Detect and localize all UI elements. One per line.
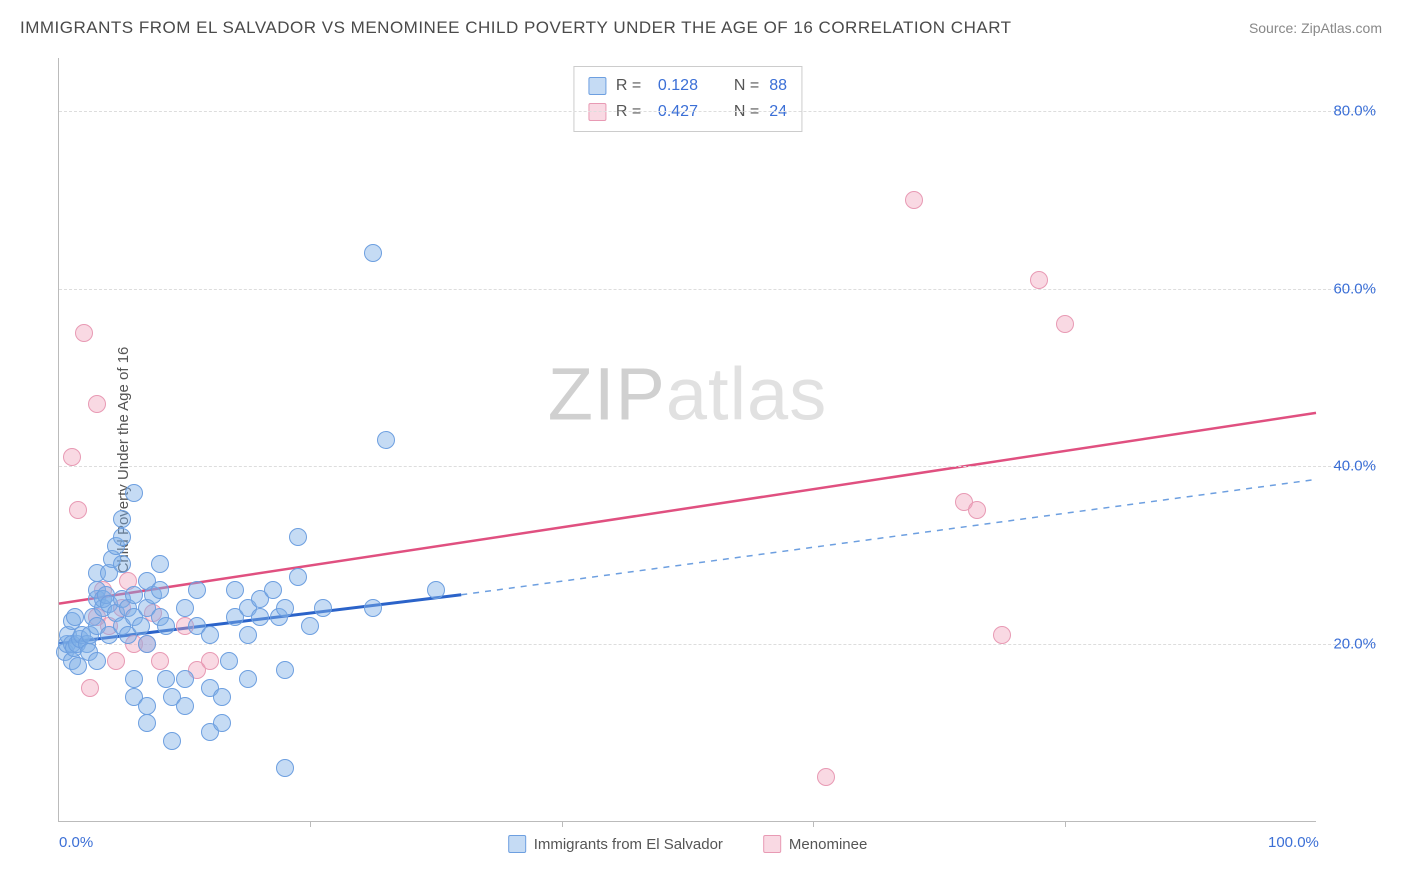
data-point: [251, 608, 269, 626]
data-point: [220, 652, 238, 670]
r-value-series1: 0.128: [658, 73, 712, 99]
x-tick-label: 100.0%: [1268, 834, 1319, 851]
x-tick-mark: [310, 821, 311, 827]
data-point: [113, 555, 131, 573]
data-point: [264, 581, 282, 599]
data-point: [364, 244, 382, 262]
legend-item-series1: Immigrants from El Salvador: [508, 835, 723, 853]
data-point: [69, 501, 87, 519]
data-point: [201, 626, 219, 644]
chart-title: IMMIGRANTS FROM EL SALVADOR VS MENOMINEE…: [20, 18, 1012, 38]
data-point: [301, 617, 319, 635]
data-point: [201, 652, 219, 670]
data-point: [213, 688, 231, 706]
watermark-atlas: atlas: [666, 352, 827, 435]
trend-lines: [59, 58, 1316, 821]
n-label: N =: [734, 73, 759, 99]
data-point: [276, 661, 294, 679]
data-point: [125, 484, 143, 502]
x-tick-mark: [562, 821, 563, 827]
y-tick-label: 40.0%: [1333, 458, 1376, 475]
data-point: [75, 324, 93, 342]
data-point: [276, 599, 294, 617]
data-point: [163, 732, 181, 750]
legend-label-series1: Immigrants from El Salvador: [534, 836, 723, 853]
data-point: [905, 191, 923, 209]
stats-row-series1: R = 0.128 N = 88: [588, 73, 787, 99]
data-point: [157, 617, 175, 635]
swatch-series1: [588, 77, 606, 95]
grid-line: [59, 111, 1376, 112]
x-tick-mark: [813, 821, 814, 827]
stats-legend-box: R = 0.128 N = 88 R = 0.427 N = 24: [573, 66, 802, 132]
data-point: [107, 652, 125, 670]
data-point: [138, 714, 156, 732]
data-point: [81, 679, 99, 697]
data-point: [88, 652, 106, 670]
data-point: [176, 697, 194, 715]
data-point: [132, 617, 150, 635]
data-point: [88, 395, 106, 413]
data-point: [239, 626, 257, 644]
data-point: [176, 599, 194, 617]
legend-label-series2: Menominee: [789, 836, 867, 853]
watermark: ZIPatlas: [548, 351, 827, 436]
grid-line: [59, 466, 1376, 467]
y-tick-label: 60.0%: [1333, 280, 1376, 297]
data-point: [157, 670, 175, 688]
data-point: [226, 581, 244, 599]
data-point: [993, 626, 1011, 644]
data-point: [138, 635, 156, 653]
data-point: [239, 670, 257, 688]
legend-item-series2: Menominee: [763, 835, 867, 853]
data-point: [427, 581, 445, 599]
data-point: [314, 599, 332, 617]
plot-area: ZIPatlas R = 0.128 N = 88 R = 0.427 N = …: [58, 58, 1316, 822]
data-point: [66, 608, 84, 626]
data-point: [151, 581, 169, 599]
data-point: [113, 528, 131, 546]
x-tick-label: 0.0%: [59, 834, 93, 851]
data-point: [1030, 271, 1048, 289]
data-point: [176, 670, 194, 688]
data-point: [63, 448, 81, 466]
n-value-series1: 88: [769, 73, 787, 99]
source-label: Source: ZipAtlas.com: [1249, 20, 1382, 36]
y-tick-label: 80.0%: [1333, 103, 1376, 120]
data-point: [151, 555, 169, 573]
data-point: [968, 501, 986, 519]
swatch-series1: [508, 835, 526, 853]
data-point: [1056, 315, 1074, 333]
data-point: [289, 568, 307, 586]
chart-container: Child Poverty Under the Age of 16 ZIPatl…: [20, 50, 1386, 870]
r-label: R =: [616, 73, 648, 99]
bottom-legend: Immigrants from El Salvador Menominee: [508, 835, 868, 853]
data-point: [817, 768, 835, 786]
data-point: [364, 599, 382, 617]
swatch-series2: [763, 835, 781, 853]
data-point: [289, 528, 307, 546]
data-point: [125, 670, 143, 688]
data-point: [377, 431, 395, 449]
data-point: [151, 652, 169, 670]
grid-line: [59, 644, 1376, 645]
y-tick-label: 20.0%: [1333, 635, 1376, 652]
data-point: [276, 759, 294, 777]
data-point: [213, 714, 231, 732]
data-point: [113, 510, 131, 528]
watermark-zip: ZIP: [548, 352, 666, 435]
data-point: [188, 581, 206, 599]
grid-line: [59, 289, 1376, 290]
x-tick-mark: [1065, 821, 1066, 827]
data-point: [138, 697, 156, 715]
